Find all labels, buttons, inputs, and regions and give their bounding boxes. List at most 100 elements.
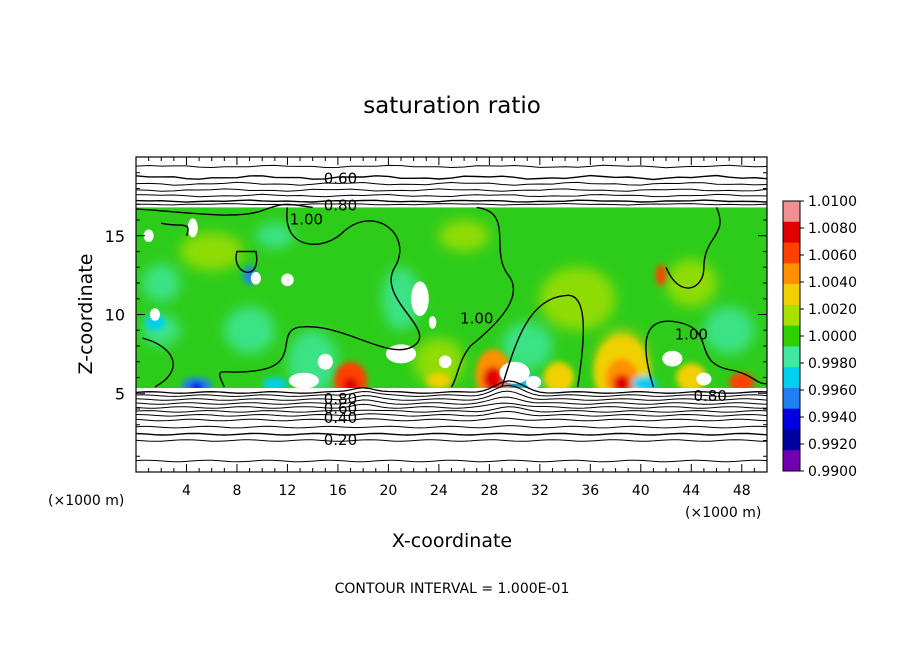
contour-label: 0.80 [694, 387, 727, 405]
colorbar-swatch [783, 408, 800, 430]
x-tick-label: 44 [682, 483, 700, 499]
contour-label: 1.00 [675, 325, 708, 343]
contour-labels: 0.600.801.001.001.000.800.600.400.200.80 [290, 169, 727, 448]
colorbar-swatch [783, 346, 800, 368]
colorbar-swatch [783, 387, 800, 410]
colorbar-swatch [783, 263, 800, 285]
y-tick-label: 5 [115, 384, 125, 403]
x-tick-label: 8 [232, 483, 241, 499]
contour-lower [136, 410, 767, 417]
x-tick-label: 28 [480, 483, 498, 499]
field-patch [666, 259, 717, 307]
plume [426, 372, 452, 388]
contour-lower [136, 396, 767, 405]
contour-1-00 [136, 203, 313, 216]
colorbar-swatch [783, 242, 800, 264]
x-tick-label: 48 [733, 483, 751, 499]
contour-1-00 [665, 207, 721, 289]
colorbar-swatch [783, 304, 800, 327]
cold-spot [262, 377, 288, 388]
contour-upper [136, 164, 767, 169]
clear-air-hole [499, 361, 530, 384]
chart-title: saturation ratio [363, 93, 541, 119]
clear-air-hole [438, 355, 452, 369]
colorbar-label: 1.0100 [808, 194, 857, 210]
y-tick-label: 10 [105, 306, 125, 325]
contour-1-00 [235, 250, 258, 273]
clear-air-hole [281, 273, 294, 287]
contour-label: 0.60 [324, 169, 357, 187]
colorbar-label: 0.9920 [808, 437, 857, 453]
colorbar-swatch [783, 284, 800, 306]
colorbar-label: 1.0020 [808, 302, 857, 318]
x-tick-label: 32 [531, 483, 549, 499]
x-tick-label: 20 [379, 483, 397, 499]
cloud-layer [136, 207, 767, 388]
contour-label: 0.60 [324, 399, 357, 417]
plume [655, 264, 667, 287]
y-axis-ticks: 5 10 15 [105, 172, 767, 457]
y-tick-label: 15 [105, 227, 125, 246]
colorbar-label: 0.9900 [808, 464, 857, 480]
contour-lower [136, 417, 767, 422]
x-axis-ticks: 4 8 12 16 20 24 28 32 36 40 44 48 [148, 157, 755, 499]
contour-upper [136, 181, 767, 186]
contour-lower [136, 439, 767, 442]
contour-lower [136, 380, 767, 394]
x-axis-label: X-coordinate [392, 530, 512, 552]
field-patch [180, 232, 244, 271]
x-unit-right: (×1000 m) [685, 505, 761, 521]
x-tick-label: 12 [279, 483, 297, 499]
field-extremes [144, 264, 755, 388]
clear-air-hole [662, 350, 683, 367]
colorbar: 1.0100 1.0080 1.0060 1.0040 1.0020 1.0000 0.99… [782, 194, 857, 480]
colorbar-swatch [783, 325, 800, 347]
clear-air-hole [250, 271, 261, 285]
colorbar-label: 0.9960 [808, 383, 857, 399]
field-patch [501, 322, 553, 370]
plot-area: 0.600.801.001.001.000.800.600.400.200.80 [136, 157, 767, 472]
contour-lower [136, 432, 767, 436]
colorbar-label: 1.0040 [808, 275, 857, 291]
contour-upper [136, 202, 767, 206]
contour-lower [136, 459, 767, 463]
clear-air-hole [143, 229, 154, 243]
x-unit-left: (×1000 m) [48, 493, 124, 509]
contour-upper [136, 199, 767, 203]
field-patch [703, 306, 755, 354]
colorbar-label: 0.9980 [808, 356, 857, 372]
contour-lower [136, 384, 767, 397]
field-patch [224, 306, 275, 354]
clear-air-hole [428, 316, 437, 329]
colorbar-label: 1.0080 [808, 221, 857, 237]
x-tick-label: 40 [632, 483, 650, 499]
contour-label: 1.00 [290, 210, 323, 228]
contour-lower [136, 402, 767, 409]
plume [543, 361, 574, 388]
y-axis-label: Z-coordinate [75, 254, 97, 375]
colorbar-swatch [783, 201, 800, 223]
field-patch [142, 264, 181, 302]
contour-1-00 [450, 206, 515, 388]
contour-lower [136, 425, 767, 429]
contour-lower [136, 390, 767, 401]
contour-interval-footer: CONTOUR INTERVAL = 1.000E-01 [335, 581, 570, 597]
clear-air-hole [317, 353, 333, 370]
contour-upper [136, 193, 767, 198]
clear-air-hole [696, 372, 712, 386]
field-patch [539, 267, 616, 331]
colorbar-label: 0.9940 [808, 410, 857, 426]
colorbar-label: 1.0060 [808, 248, 857, 264]
contour-upper [136, 188, 767, 192]
colorbar-swatch [783, 221, 800, 244]
plume [342, 377, 359, 388]
contour-upper [136, 174, 767, 181]
clear-air-hole [187, 218, 198, 238]
contour-1-00 [161, 222, 189, 237]
x-tick-label: 16 [329, 483, 347, 499]
plume [613, 374, 631, 388]
clear-air-hole [288, 372, 319, 388]
contour-1-00 [501, 294, 585, 388]
clear-air-hole [411, 281, 429, 317]
